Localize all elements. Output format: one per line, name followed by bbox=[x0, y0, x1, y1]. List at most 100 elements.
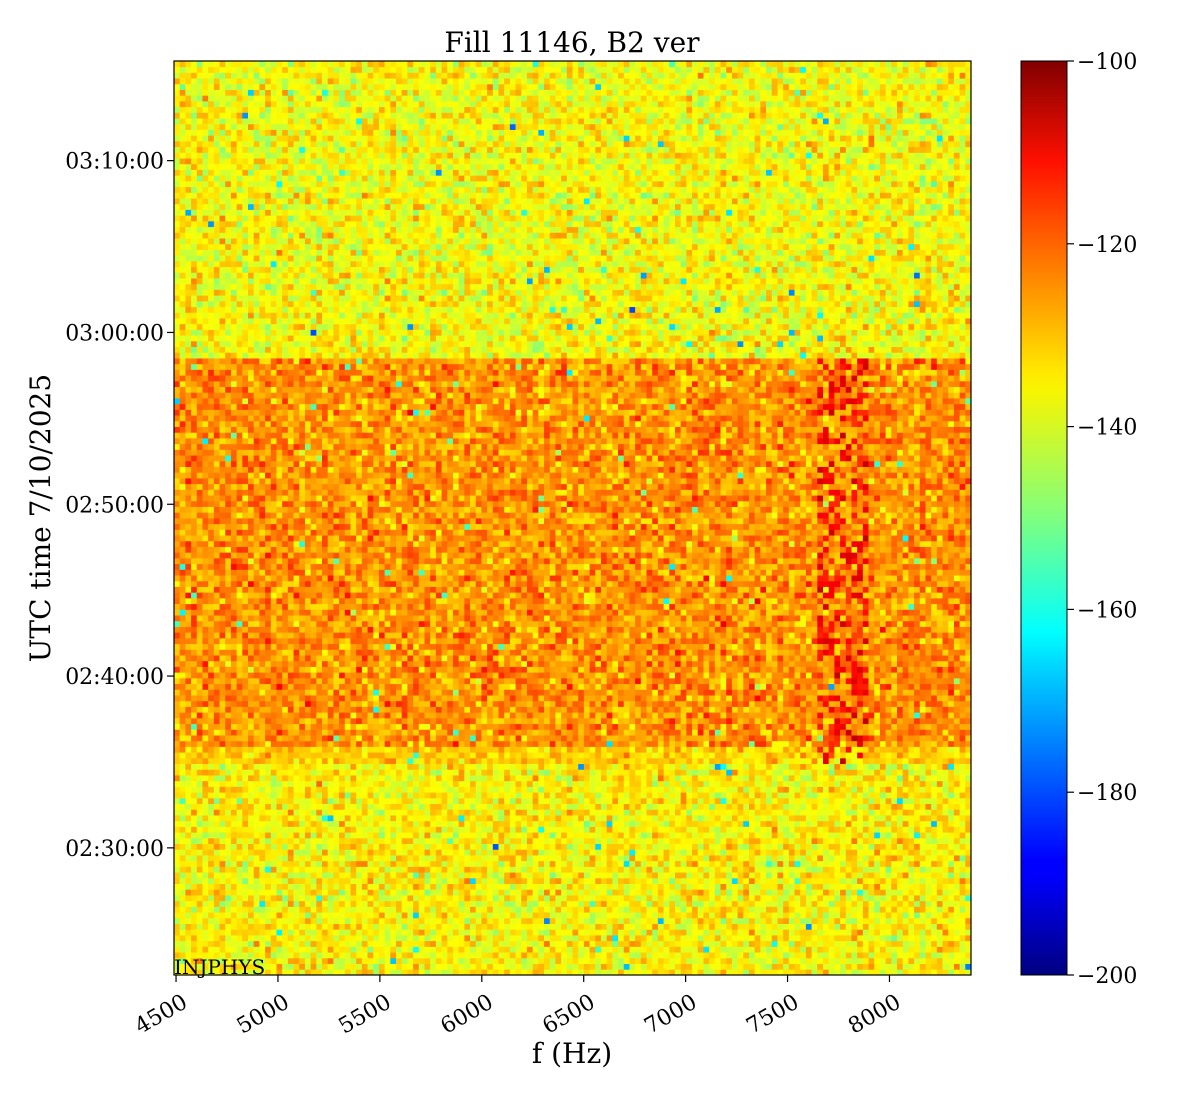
heatmap-cell bbox=[476, 929, 482, 935]
heatmap-cell bbox=[886, 889, 892, 895]
heatmap-cell bbox=[698, 786, 704, 792]
heatmap-cell bbox=[197, 935, 203, 941]
heatmap-cell bbox=[703, 918, 709, 924]
heatmap-cell bbox=[721, 781, 727, 787]
heatmap-cell bbox=[601, 866, 607, 872]
heatmap-cell bbox=[869, 929, 875, 935]
heatmap-cell bbox=[185, 844, 191, 850]
heatmap-cell bbox=[328, 935, 334, 941]
heatmap-cell bbox=[937, 804, 943, 810]
heatmap-cell bbox=[937, 889, 943, 895]
heatmap-cell bbox=[715, 769, 721, 775]
heatmap-cell bbox=[743, 929, 749, 935]
heatmap-cell bbox=[339, 906, 345, 912]
heatmap-cell bbox=[265, 884, 271, 890]
heatmap-cell bbox=[715, 815, 721, 821]
heatmap-cell bbox=[191, 838, 197, 844]
heatmap-cell bbox=[783, 809, 789, 815]
heatmap-cell bbox=[339, 775, 345, 781]
heatmap-cell bbox=[567, 952, 573, 958]
heatmap-cell bbox=[851, 815, 857, 821]
heatmap-cell bbox=[510, 946, 516, 952]
heatmap-cell bbox=[424, 918, 430, 924]
heatmap-cell bbox=[544, 964, 550, 970]
heatmap-cell bbox=[612, 792, 618, 798]
heatmap-cell bbox=[937, 786, 943, 792]
heatmap-cell bbox=[368, 924, 374, 930]
heatmap-cell bbox=[424, 866, 430, 872]
heatmap-cell bbox=[470, 792, 476, 798]
heatmap-cell bbox=[891, 958, 897, 964]
heatmap-cell bbox=[806, 889, 812, 895]
heatmap-cell bbox=[379, 929, 385, 935]
heatmap-cell bbox=[385, 866, 391, 872]
heatmap-cell bbox=[516, 941, 522, 947]
heatmap-cell bbox=[276, 838, 282, 844]
heatmap-cell bbox=[629, 786, 635, 792]
heatmap-cell bbox=[624, 792, 630, 798]
heatmap-cell bbox=[795, 946, 801, 952]
heatmap-cell bbox=[652, 844, 658, 850]
heatmap-cell bbox=[242, 912, 248, 918]
heatmap-cell bbox=[282, 786, 288, 792]
heatmap-cell bbox=[760, 941, 766, 947]
heatmap-cell bbox=[772, 775, 778, 781]
heatmap-cell bbox=[743, 889, 749, 895]
heatmap-cell bbox=[259, 895, 265, 901]
heatmap-cell bbox=[248, 941, 254, 947]
heatmap-cell bbox=[328, 929, 334, 935]
heatmap-cell bbox=[271, 849, 277, 855]
heatmap-cell bbox=[681, 792, 687, 798]
heatmap-cell bbox=[282, 901, 288, 907]
heatmap-cell bbox=[498, 832, 504, 838]
heatmap-cell bbox=[419, 792, 425, 798]
heatmap-cell bbox=[812, 889, 818, 895]
heatmap-cell bbox=[846, 889, 852, 895]
heatmap-cell bbox=[447, 792, 453, 798]
heatmap-cell bbox=[265, 935, 271, 941]
heatmap-cell bbox=[777, 941, 783, 947]
heatmap-cell bbox=[897, 906, 903, 912]
heatmap-cell bbox=[407, 935, 413, 941]
heatmap-cell bbox=[453, 941, 459, 947]
heatmap-cell bbox=[231, 849, 237, 855]
heatmap-cell bbox=[413, 775, 419, 781]
heatmap-cell bbox=[703, 941, 709, 947]
heatmap-cell bbox=[476, 861, 482, 867]
heatmap-cell bbox=[470, 821, 476, 827]
heatmap-cell bbox=[760, 884, 766, 890]
heatmap-cell bbox=[692, 792, 698, 798]
heatmap-cell bbox=[738, 958, 744, 964]
heatmap-cell bbox=[407, 918, 413, 924]
heatmap-cell bbox=[920, 855, 926, 861]
heatmap-cell bbox=[328, 855, 334, 861]
heatmap-cell bbox=[874, 809, 880, 815]
heatmap-cell bbox=[436, 952, 442, 958]
heatmap-cell bbox=[237, 912, 243, 918]
heatmap-cell bbox=[538, 855, 544, 861]
heatmap-cell bbox=[647, 804, 653, 810]
heatmap-cell bbox=[834, 832, 840, 838]
heatmap-cell bbox=[350, 946, 356, 952]
heatmap-cell bbox=[703, 889, 709, 895]
heatmap-cell bbox=[271, 769, 277, 775]
heatmap-cell bbox=[419, 815, 425, 821]
heatmap-cell bbox=[328, 849, 334, 855]
heatmap-cell bbox=[823, 792, 829, 798]
heatmap-cell bbox=[208, 844, 214, 850]
heatmap-cell bbox=[561, 855, 567, 861]
heatmap-cell bbox=[294, 815, 300, 821]
heatmap-cell bbox=[555, 958, 561, 964]
heatmap-cell bbox=[316, 804, 322, 810]
heatmap-cell bbox=[880, 804, 886, 810]
heatmap-cell bbox=[390, 832, 396, 838]
heatmap-cell bbox=[823, 809, 829, 815]
heatmap-cell bbox=[937, 906, 943, 912]
heatmap-cell bbox=[561, 935, 567, 941]
heatmap-cell bbox=[590, 895, 596, 901]
heatmap-cell bbox=[766, 906, 772, 912]
heatmap-cell bbox=[766, 889, 772, 895]
heatmap-cell bbox=[402, 866, 408, 872]
heatmap-cell bbox=[635, 918, 641, 924]
heatmap-cell bbox=[829, 958, 835, 964]
